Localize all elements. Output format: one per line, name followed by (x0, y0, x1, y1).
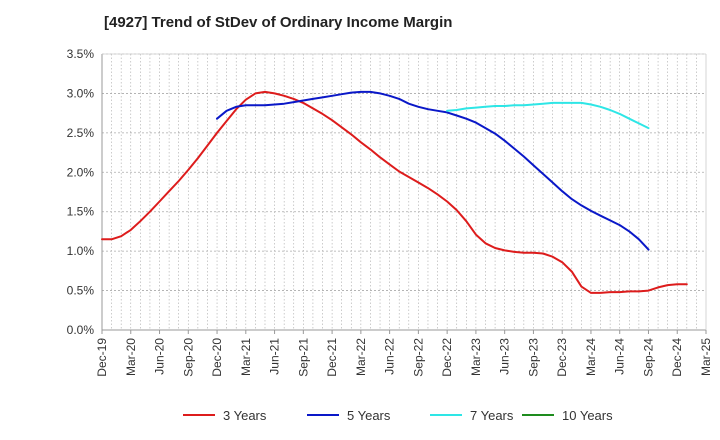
y-tick-label: 2.0% (67, 165, 95, 179)
chart-title: [4927] Trend of StDev of Ordinary Income… (104, 14, 453, 31)
legend-label-7-years: 7 Years (470, 408, 514, 423)
x-tick-label: Jun-23 (498, 338, 512, 375)
plot-area (102, 54, 706, 330)
x-tick-label: Mar-22 (354, 338, 368, 376)
legend-label-3-years: 3 Years (223, 408, 267, 423)
x-tick-label: Mar-25 (699, 338, 713, 376)
x-tick-label: Sep-22 (411, 338, 425, 377)
x-tick-label: Dec-24 (670, 338, 684, 377)
x-tick-label: Sep-21 (296, 338, 310, 377)
x-tick-label: Mar-20 (124, 338, 138, 376)
x-tick-label: Sep-23 (526, 338, 540, 377)
x-tick-label: Sep-20 (181, 338, 195, 377)
y-tick-label: 3.5% (67, 47, 95, 61)
x-tick-label: Dec-21 (325, 338, 339, 377)
x-tick-label: Jun-24 (613, 338, 627, 375)
x-tick-label: Dec-23 (555, 338, 569, 377)
x-tick-label: Dec-20 (210, 338, 224, 377)
y-tick-label: 1.5% (67, 205, 95, 219)
y-tick-label: 0.0% (67, 323, 95, 337)
x-tick-label: Mar-23 (469, 338, 483, 376)
series-line-7-years (446, 101, 650, 130)
legend-label-5-years: 5 Years (347, 408, 391, 423)
series-line-3-years (101, 90, 688, 294)
y-tick-label: 0.5% (67, 284, 95, 298)
x-tick-label: Dec-22 (440, 338, 454, 377)
x-tick-label: Jun-22 (383, 338, 397, 375)
x-tick-label: Sep-24 (641, 338, 655, 377)
y-tick-label: 2.5% (67, 126, 95, 140)
x-tick-label: Jun-21 (268, 338, 282, 375)
x-tick-label: Mar-21 (239, 338, 253, 376)
x-tick-label: Jun-20 (153, 338, 167, 375)
x-tick-label: Dec-19 (95, 338, 109, 377)
legend-label-10-years: 10 Years (562, 408, 613, 423)
y-tick-label: 1.0% (67, 244, 95, 258)
series-line-5-years (216, 90, 650, 251)
x-tick-label: Mar-24 (584, 338, 598, 376)
y-tick-label: 3.0% (67, 86, 95, 100)
